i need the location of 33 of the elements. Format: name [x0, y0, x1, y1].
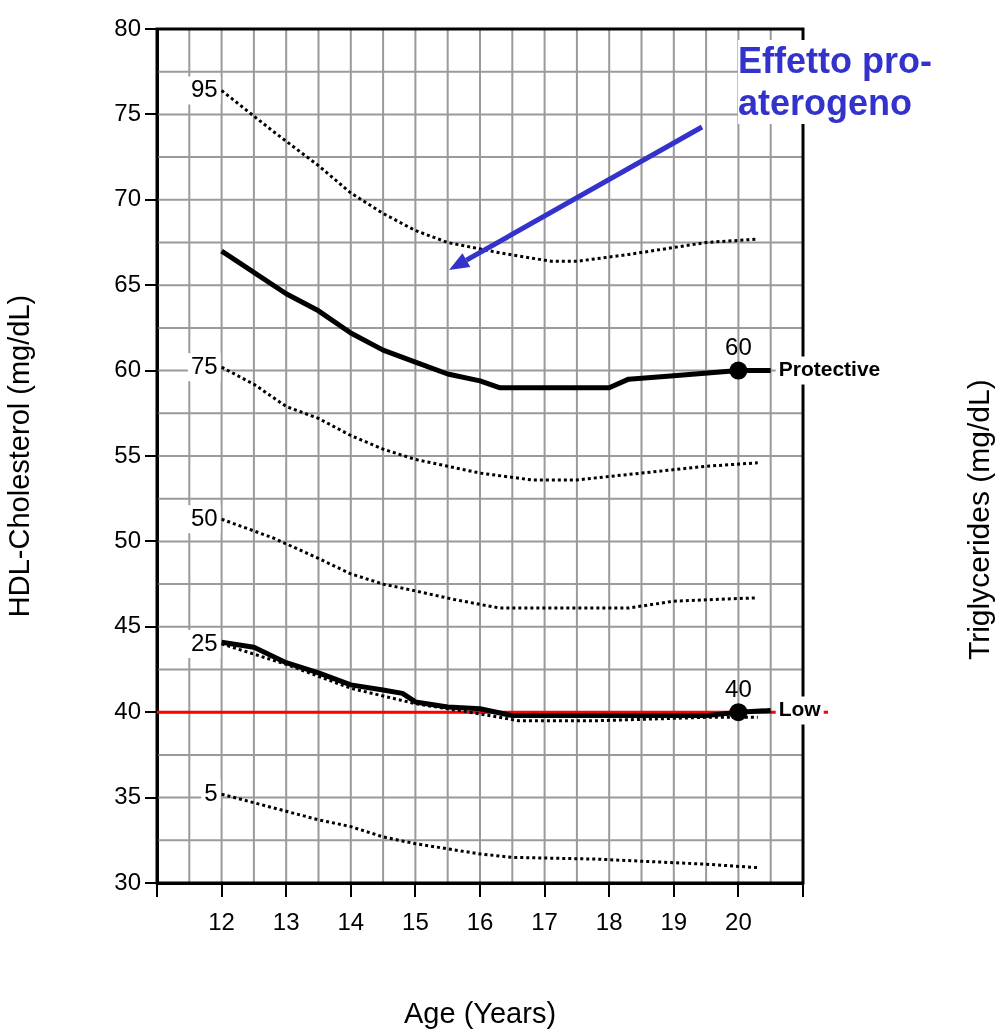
series-label: 95	[190, 75, 218, 103]
data-label: 60	[725, 333, 752, 361]
series-label: 5	[204, 778, 218, 806]
text: Triglycerides (mg/dL)	[962, 379, 996, 660]
x-tick-label: 13	[272, 908, 300, 936]
series-label: 50	[190, 503, 218, 531]
series-label: 25	[190, 628, 218, 656]
y-tick-label: 80	[114, 13, 141, 41]
x-tick-label: 14	[337, 908, 365, 936]
y-tick-label: 55	[114, 440, 141, 468]
y-tick-label: 70	[114, 184, 141, 212]
y-tick-label: 40	[114, 696, 141, 724]
x-tick-label: 12	[208, 908, 235, 936]
series-label: Low	[778, 697, 822, 721]
y-axis-title: HDL-Cholesterol (mg/dL)	[3, 294, 36, 618]
x-tick-label: 17	[531, 908, 558, 936]
x-tick-label: 19	[660, 908, 688, 936]
x-axis-title: Age (Years)	[403, 996, 557, 1029]
y-tick-label: 75	[114, 99, 141, 127]
y-tick-label: 35	[114, 782, 141, 810]
x-tick-label: 18	[595, 908, 623, 936]
y-tick-label: 65	[114, 269, 141, 297]
data-label: 40	[725, 674, 752, 702]
y-tick-label: 60	[114, 355, 141, 383]
series-label: 75	[190, 351, 218, 379]
x-tick-label: 20	[725, 908, 752, 936]
y-tick-label: 45	[114, 611, 141, 639]
x-tick-label: 16	[466, 908, 494, 936]
series-label: Protective	[778, 357, 881, 381]
x-tick-label: 15	[402, 908, 429, 936]
y-tick-label: 50	[114, 526, 141, 554]
annotation: Effetto pro-aterogeno	[738, 40, 988, 124]
y-tick-label: 30	[114, 867, 141, 895]
